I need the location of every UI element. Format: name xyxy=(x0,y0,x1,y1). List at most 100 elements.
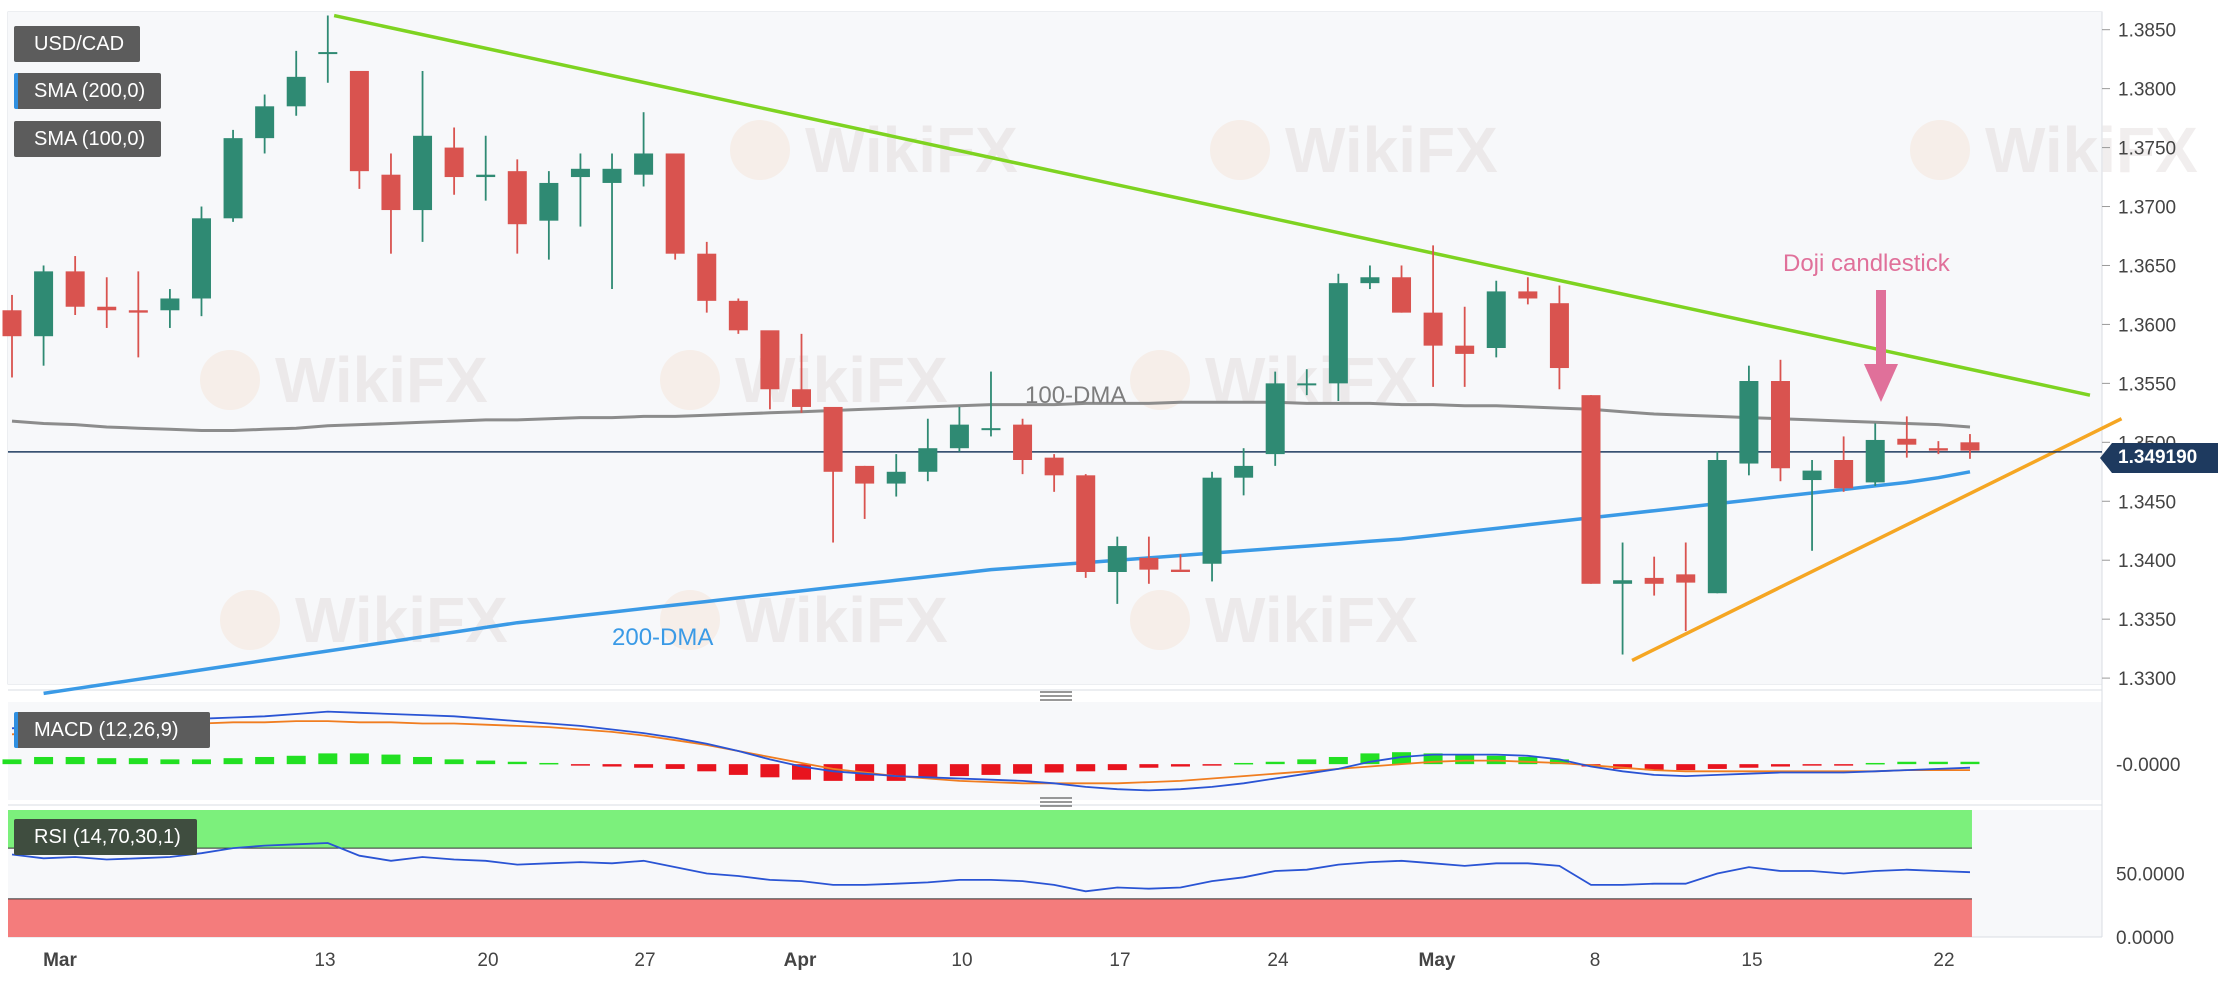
watermark-logo-2 xyxy=(200,350,260,410)
macd-hist-bar-35 xyxy=(1107,764,1127,771)
legend-sma200[interactable]: SMA (200,0) xyxy=(14,73,162,109)
macd-tick-label: -0.0000 xyxy=(2116,755,2180,776)
macd-line xyxy=(11,710,1971,792)
candle-body-61 xyxy=(1928,448,1948,451)
candle-body-60 xyxy=(1897,438,1917,445)
candle-body-27 xyxy=(855,465,875,484)
candle-body-12 xyxy=(381,174,401,211)
macd-hist-bar-19 xyxy=(602,764,622,767)
candle-body-33 xyxy=(1044,457,1064,476)
macd-hist-bar-13 xyxy=(413,756,433,765)
candle-body-28 xyxy=(886,471,906,484)
macd-hist-bar-17 xyxy=(539,762,559,765)
legend-rsi[interactable]: RSI (14,70,30,1) xyxy=(14,819,197,855)
candle-body-1 xyxy=(34,271,54,337)
sma200-line xyxy=(43,470,1971,696)
candle-body-55 xyxy=(1739,381,1759,464)
macd-hist-bar-37 xyxy=(1170,764,1190,767)
candle-body-17 xyxy=(539,182,559,221)
rsi-oversold-band xyxy=(8,898,1972,937)
legend-macd[interactable]: MACD (12,26,9) xyxy=(14,712,210,748)
candle-body-34 xyxy=(1076,475,1096,572)
macd-hist-bar-44 xyxy=(1392,752,1412,765)
candles xyxy=(2,15,1980,655)
price-tick-label-3: 1.3700 xyxy=(2118,198,2176,219)
macd-hist-bar-11 xyxy=(349,753,369,765)
candle-body-39 xyxy=(1234,465,1254,478)
macd-hist-bar-36 xyxy=(1139,764,1159,768)
candle-body-40 xyxy=(1265,383,1285,455)
candle-body-52 xyxy=(1644,577,1664,584)
legend-instrument[interactable]: USD/CAD xyxy=(14,26,141,62)
doji-label: Doji candlestick xyxy=(1783,250,1951,277)
macd-hist-bar-14 xyxy=(444,759,464,765)
candle-body-16 xyxy=(507,171,527,225)
time-tick-label-7: 24 xyxy=(1267,950,1289,971)
macd-hist-bar-53 xyxy=(1676,764,1696,771)
watermark-logo-3 xyxy=(660,350,720,410)
watermark-logo-4 xyxy=(1130,350,1190,410)
legend-sma100[interactable]: SMA (100,0) xyxy=(14,121,162,157)
dma200-label: 200-DMA xyxy=(612,624,713,651)
macd-hist-bar-22 xyxy=(697,764,717,772)
price-tick-label-11: 1.3300 xyxy=(2118,669,2176,690)
macd-hist-bar-52 xyxy=(1644,764,1664,771)
candle-body-35 xyxy=(1107,546,1127,572)
candle-body-41 xyxy=(1297,383,1317,386)
macd-hist-bar-8 xyxy=(255,756,275,765)
candle-body-18 xyxy=(570,168,590,178)
macd-hist-bar-49 xyxy=(1549,759,1569,765)
macd-hist-bar-5 xyxy=(160,759,180,765)
watermark-logo-0 xyxy=(730,120,790,180)
candle-body-38 xyxy=(1202,477,1222,564)
macd-hist-bar-21 xyxy=(665,764,685,769)
macd-panel-bg xyxy=(8,702,2102,800)
last-price-tag: 1.349190 xyxy=(2100,443,2218,473)
macd-hist-bar-41 xyxy=(1297,759,1317,765)
panel-resize-handle-1[interactable] xyxy=(1040,691,1072,701)
candle-body-25 xyxy=(792,389,811,407)
watermark-text-1: WikiFX xyxy=(1285,114,1498,186)
rsi-line xyxy=(11,842,1971,893)
macd-hist-bar-28 xyxy=(886,764,906,781)
candle-body-36 xyxy=(1139,557,1159,570)
candle-body-2 xyxy=(65,271,85,307)
doji-arrow-shaft xyxy=(1876,290,1886,364)
candle-body-47 xyxy=(1486,291,1506,348)
time-tick-label-3: 27 xyxy=(634,950,655,971)
macd-hist-bar-33 xyxy=(1044,764,1064,773)
support-trendline xyxy=(1631,417,2123,662)
candle-body-15 xyxy=(476,174,496,178)
panel-resize-handle-2[interactable] xyxy=(1040,797,1072,807)
candle-body-51 xyxy=(1613,580,1633,584)
candle-body-5 xyxy=(160,298,180,311)
rsi-tick-label-1: 0.0000 xyxy=(2116,928,2174,949)
candle-body-11 xyxy=(349,70,369,172)
macd-hist-bar-57 xyxy=(1802,764,1822,766)
macd-hist-bar-4 xyxy=(128,758,148,765)
candle-body-37 xyxy=(1170,569,1190,572)
macd-hist-bar-59 xyxy=(1865,762,1885,765)
macd-hist-bar-29 xyxy=(918,764,938,779)
macd-hist-bar-60 xyxy=(1897,761,1917,765)
macd-hist-bar-43 xyxy=(1360,753,1380,765)
macd-hist-bar-30 xyxy=(949,764,969,777)
watermark-logo-8 xyxy=(1910,120,1970,180)
candle-body-53 xyxy=(1676,574,1696,583)
macd-hist-bar-46 xyxy=(1455,754,1475,765)
macd-hist-bar-0 xyxy=(2,759,22,765)
candle-body-4 xyxy=(128,310,148,313)
candle-body-50 xyxy=(1581,395,1601,584)
candle-body-48 xyxy=(1518,291,1538,299)
macd-hist-bar-7 xyxy=(223,758,243,765)
dma100-label: 100-DMA xyxy=(1025,382,1126,409)
watermark-text-8: WikiFX xyxy=(1985,114,2198,186)
candle-body-54 xyxy=(1707,460,1727,594)
rsi-overbought-band xyxy=(8,810,1972,849)
macd-hist-bar-56 xyxy=(1770,764,1790,767)
macd-hist-bar-1 xyxy=(34,756,54,765)
candle-body-32 xyxy=(1013,424,1033,460)
candle-body-14 xyxy=(444,147,464,178)
